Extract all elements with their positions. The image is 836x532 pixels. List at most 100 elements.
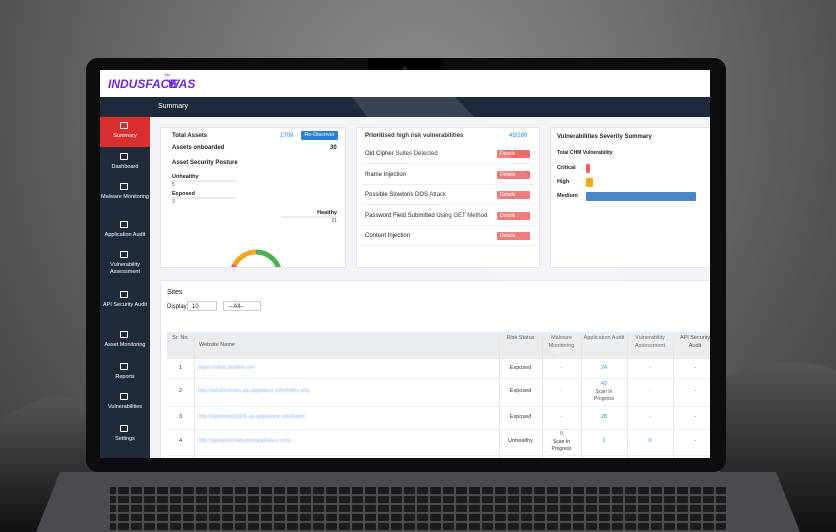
cell-text[interactable]: -: [560, 388, 563, 395]
vuln-name: Possible Slowloris DOS Attack: [365, 192, 447, 198]
nav-item[interactable]: Dashboard: [100, 148, 150, 176]
cell-text[interactable]: -: [649, 388, 651, 395]
segment-value: 3: [172, 199, 175, 205]
cell-text[interactable]: 1: [602, 438, 606, 445]
column-header: Risk Status: [506, 335, 535, 341]
row-divider: [167, 406, 710, 407]
cell-text[interactable]: 0: [648, 438, 652, 445]
cell-text[interactable]: 28: [600, 413, 608, 420]
app-window: INDUSFACE ™ WAS Summary Summary Dashboard…: [100, 70, 710, 458]
details-button[interactable]: Details: [497, 170, 530, 179]
glare: [330, 70, 710, 458]
nav-label: API Security Audit: [102, 302, 148, 308]
details-button[interactable]: Details: [497, 191, 530, 199]
page-size-select[interactable]: 10: [187, 301, 217, 311]
cell-text[interactable]: 43: [600, 381, 608, 387]
nav-icon: [120, 153, 128, 160]
website-link[interactable]: http://apiopenready.testappliance.com: [198, 438, 291, 445]
row-divider: [361, 163, 535, 164]
table-cell: 1: [167, 365, 194, 373]
severity-bar: [586, 164, 590, 173]
nav-label: Malware Monitoring: [101, 194, 149, 200]
total-assets[interactable]: 1709: [280, 133, 294, 139]
details-button[interactable]: Details: [497, 232, 530, 240]
brand-product: WAS: [168, 77, 196, 91]
vulns-count[interactable]: 45/289: [509, 133, 528, 139]
row-divider: [361, 204, 535, 205]
table-cell: Exposed: [499, 414, 542, 422]
nav-item[interactable]: Settings: [100, 420, 150, 448]
nav-item[interactable]: Application Audit: [100, 216, 150, 244]
table-cell: Exposed: [499, 365, 542, 373]
table-cell: http://openready005.qa-appliance.info/ti…: [194, 414, 499, 422]
row-divider: [361, 183, 535, 185]
brand-bar: INDUSFACE ™ WAS: [100, 70, 710, 97]
nav-label: Asset Monitoring: [104, 342, 146, 348]
nav-icon: [120, 425, 128, 432]
severity-label: Medium: [557, 193, 578, 199]
rediscover-button[interactable]: Re-Discover: [301, 131, 338, 140]
posture-title: Asset Security Posture: [172, 160, 238, 166]
cell-text[interactable]: -: [560, 365, 563, 372]
cell-text: 1: [178, 365, 183, 372]
nav-item[interactable]: Reports: [100, 358, 150, 386]
cell-text[interactable]: -: [649, 365, 651, 372]
website-link[interactable]: http://smartcircles.qa-appliance.info/in…: [198, 388, 310, 395]
nav-item[interactable]: Malware Monitoring: [100, 178, 150, 206]
vuln-name: Iframe Injection: [365, 171, 407, 178]
severity-bar: [586, 192, 696, 201]
website-link[interactable]: http://openready005.qa-appliance.info/ti…: [198, 413, 306, 420]
website-link[interactable]: https://clinic.testfire.net: [198, 365, 254, 372]
column-divider: [194, 332, 195, 458]
table-cell: -: [627, 414, 673, 422]
page-title: Summary: [158, 103, 188, 110]
nav-item[interactable]: API Security Audit: [100, 286, 150, 314]
table-cell: https://clinic.testfire.net: [194, 365, 499, 373]
row-divider: [361, 245, 535, 246]
cell-text[interactable]: 0: [559, 431, 564, 437]
details-button[interactable]: Details: [497, 150, 530, 158]
cell-text[interactable]: 24: [600, 365, 608, 372]
nav-item[interactable]: Vulnerabilities: [100, 388, 150, 416]
column-divider: [499, 332, 500, 458]
nav-icon: [120, 183, 128, 190]
nav-label: Vulnerability Assessment: [110, 262, 140, 275]
table-cell: Unhealthy: [499, 438, 542, 446]
table-cell: -: [542, 414, 581, 422]
nav-item[interactable]: Summary: [100, 117, 150, 147]
cell-text: Exposed: [509, 365, 532, 372]
cell-text: Exposed: [509, 388, 532, 395]
cell-text[interactable]: -: [649, 413, 651, 420]
table-cell: 2: [167, 388, 194, 396]
column-header: API Security Audit: [679, 335, 710, 349]
details-button[interactable]: Details: [497, 211, 530, 220]
nav-item[interactable]: Vulnerability Assessment: [100, 246, 150, 275]
cell-text[interactable]: -: [560, 413, 563, 420]
filter-select[interactable]: -- All--: [223, 301, 261, 311]
column-header: Website Name: [199, 342, 235, 348]
nav-label: Settings: [115, 436, 135, 442]
nav-icon: [120, 122, 128, 129]
severity-subtitle: Total CHM Vulnerability: [557, 150, 613, 156]
posture-donut: 29Unhealthy5Exposed3Healthy21: [172, 174, 338, 267]
table-cell: -: [673, 388, 710, 396]
brand-name: INDUSFACE: [108, 77, 178, 91]
table-cell: http://smartcircles.qa-appliance.info/in…: [194, 388, 499, 396]
segment-name: Healthy: [317, 210, 338, 216]
sidebar: Summary Dashboard Malware Monitoring Applic…: [100, 117, 150, 458]
cell-text: -: [694, 388, 696, 395]
cell-text: 3: [178, 413, 183, 420]
table-cell: -: [673, 438, 710, 446]
donut-segment: [231, 263, 238, 267]
severity-bar: [586, 178, 594, 187]
table-cell: http://apiopenready.testappliance.com: [194, 438, 499, 446]
segment-value: 5: [172, 182, 175, 188]
column-header: Malware Monitoring: [548, 335, 575, 349]
severity-label: High: [557, 179, 570, 185]
vuln-name: Old Cipher Suites Detected: [365, 151, 438, 157]
nav-item[interactable]: Asset Monitoring: [100, 326, 150, 354]
vuln-name: Password Field Submitted Using GET Metho…: [365, 212, 488, 219]
top-header: Summary: [100, 97, 710, 117]
cell-text: -: [694, 413, 696, 420]
table-header: [167, 332, 710, 359]
